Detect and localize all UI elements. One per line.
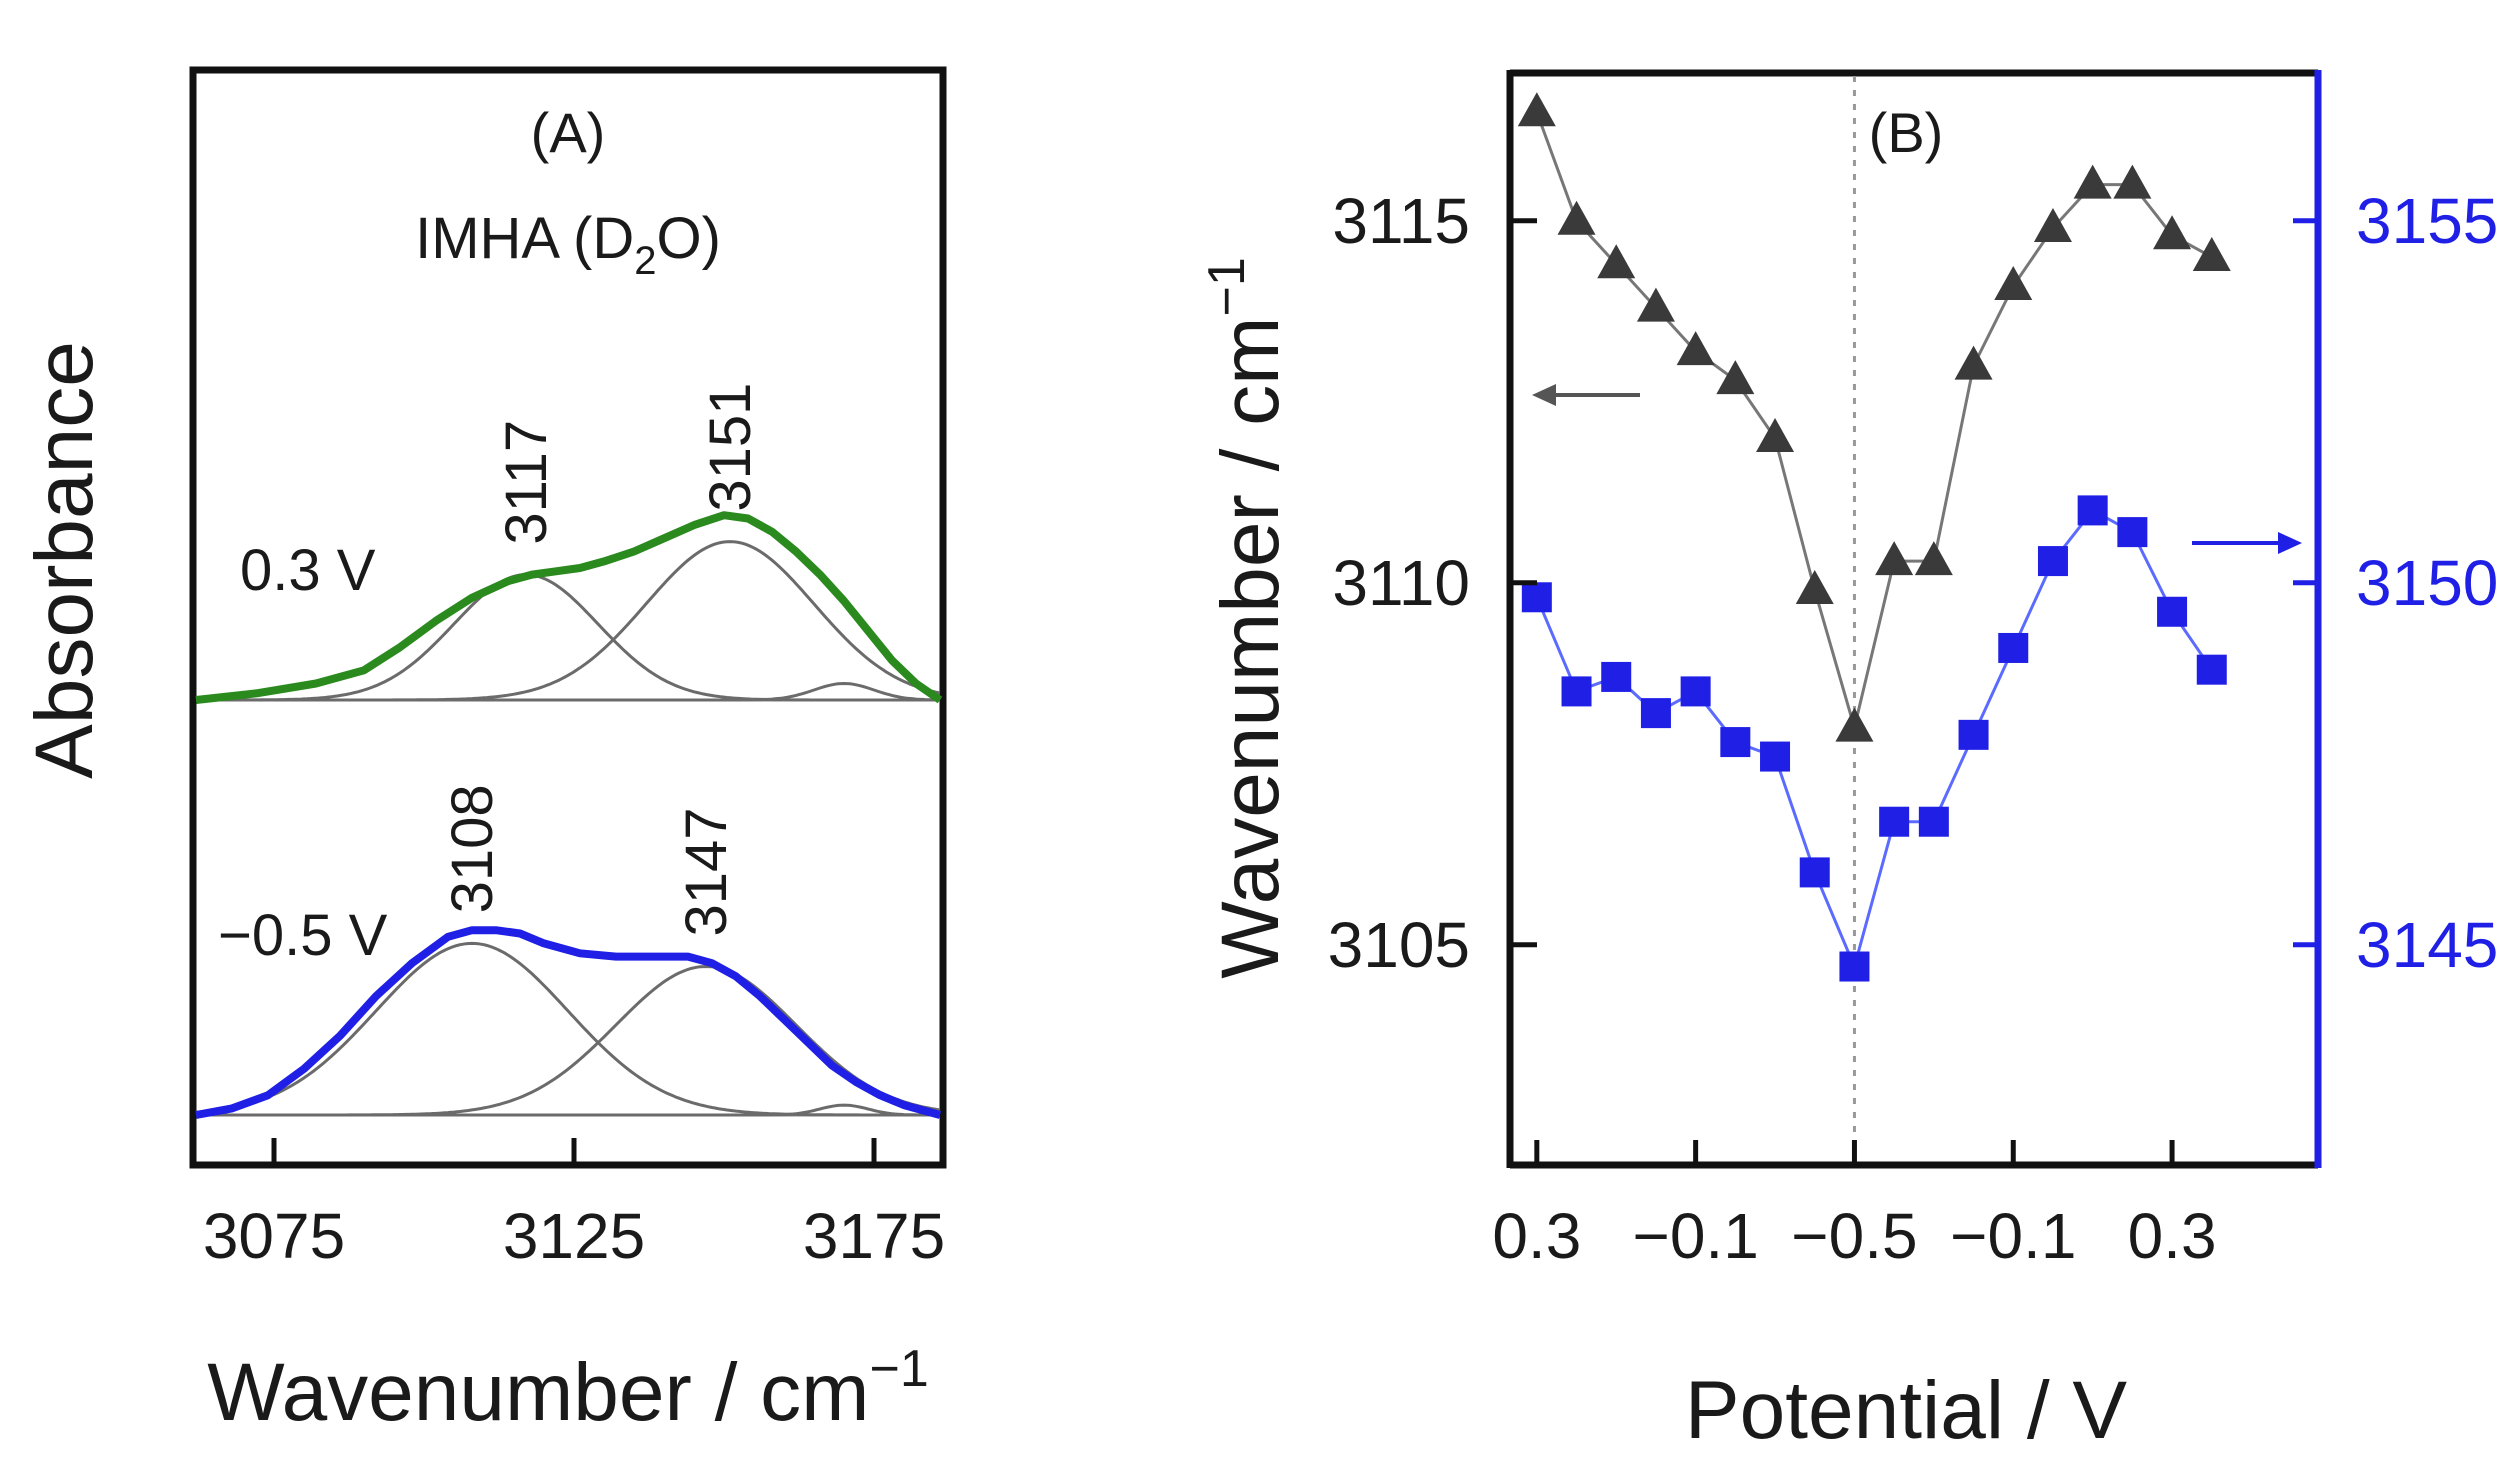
panel-b-series-lines [1535, 111, 2214, 972]
square-marker [1601, 661, 1632, 692]
panel-b-left-y-tick-label: 3115 [1332, 185, 1470, 257]
panel-b-right-y-tick-label: 3155 [2356, 185, 2498, 257]
panel-b-markers [1517, 92, 2231, 982]
panel-b: 0.3 −0.1 −0.5 −0.1 0.3 3105 3110 3115 3145 3150… [1198, 69, 2498, 1456]
panel-b-x-tick-label: 0.3 [2128, 1200, 2217, 1272]
panel-b-x-tick-label: −0.5 [1791, 1200, 1917, 1272]
triangle-marker [2113, 164, 2152, 199]
panel-a-tag: (A) [531, 101, 606, 164]
panel-b-y-axis-label-main: Wavenumber / cm [1205, 317, 1296, 979]
panel-a-x-axis-label-main: Wavenumber / cm [207, 1347, 869, 1438]
panel-a-title-main: IMHA (D [415, 206, 634, 271]
triangle-marker [1517, 92, 1556, 127]
right-axis-arrow [2192, 532, 2302, 554]
triangle-marker [1795, 570, 1834, 605]
square-marker [1640, 698, 1671, 729]
triangle-marker [1835, 707, 1874, 742]
square-marker [2157, 596, 2188, 627]
panel-b-left-y-ticks: 3105 3110 3115 [1328, 185, 1537, 981]
panel-a-x-tick-label: 3075 [203, 1200, 345, 1272]
panel-b-x-tick-label: −0.1 [1950, 1200, 2076, 1272]
square-marker [1998, 632, 2029, 663]
square-marker [2037, 546, 2068, 577]
component-peak-3147 [196, 964, 941, 1117]
panel-a-x-ticks: 3075 3125 3175 [203, 1138, 945, 1272]
triangle-marker [1676, 331, 1715, 366]
panel-a-x-tick-label: 3125 [503, 1200, 645, 1272]
triangle-marker [2192, 237, 2231, 271]
panel-a: 3075 3125 3175 3117 3151 3108 3147 (A) IMHA (… [19, 66, 947, 1438]
series-line-square [1535, 508, 2214, 972]
potential-label-0-3v: 0.3 V [240, 538, 376, 603]
panel-a-y-axis-label: Absorbance [19, 341, 110, 779]
square-marker [1680, 676, 1711, 707]
triangle-marker [1994, 265, 2033, 300]
panel-a-title: IMHA (D2O) [415, 206, 721, 283]
triangle-marker [1557, 200, 1596, 235]
panel-a-x-axis-label-superscript: −1 [869, 1340, 928, 1398]
square-marker [1918, 806, 1949, 837]
square-marker [1879, 806, 1910, 837]
potential-label-minus-0-5v: −0.5 V [218, 903, 388, 968]
peak-label-3151: 3151 [698, 383, 763, 512]
panel-b-right-y-ticks: 3145 3150 3155 [2293, 185, 2498, 981]
panel-b-x-tick-label: 0.3 [1492, 1200, 1581, 1272]
triangle-marker [1597, 244, 1636, 279]
panel-a-title-subscript: 2 [634, 239, 656, 283]
panel-b-right-y-tick-label: 3150 [2356, 547, 2498, 619]
panel-a-frame [189, 66, 947, 1169]
square-marker [1958, 719, 1989, 750]
component-peak-3170 [196, 1103, 940, 1117]
panel-b-x-tick-label: −0.1 [1632, 1200, 1758, 1272]
peak-label-3117: 3117 [494, 420, 559, 545]
square-marker [1760, 741, 1791, 772]
peak-label-3147: 3147 [674, 807, 739, 936]
triangle-marker [2153, 215, 2192, 250]
panel-b-x-ticks: 0.3 −0.1 −0.5 −0.1 0.3 [1492, 1140, 2217, 1272]
panel-b-left-y-tick-label: 3110 [1332, 547, 1470, 619]
triangle-marker [1875, 541, 1914, 576]
square-marker [1561, 676, 1592, 707]
panel-b-left-y-tick-label: 3105 [1328, 909, 1470, 981]
component-peak-3117 [196, 573, 940, 702]
square-marker [1839, 951, 1870, 982]
panel-b-x-axis-label: Potential / V [1685, 1365, 2127, 1456]
panel-b-right-y-tick-label: 3145 [2356, 909, 2498, 981]
square-marker [2117, 517, 2148, 548]
triangle-marker [1716, 360, 1755, 395]
triangle-marker [1954, 345, 1993, 380]
square-marker [1720, 727, 1751, 758]
panel-a-peak-labels: 3117 3151 3108 3147 [440, 383, 763, 937]
panel-a-x-axis-label: Wavenumber / cm−1 [207, 1340, 929, 1438]
square-marker [1799, 857, 1830, 888]
panel-a-curves [195, 511, 943, 1119]
panel-a-title-tail: O) [656, 206, 720, 271]
triangle-marker [2033, 208, 2072, 243]
spectrum-total-0 [195, 511, 943, 704]
component-peak-3170 [196, 681, 940, 702]
triangle-marker [2073, 164, 2112, 199]
peak-label-3108: 3108 [440, 784, 505, 913]
panel-b-tag: (B) [1869, 101, 1944, 164]
spectrum-total-1 [195, 926, 942, 1119]
triangle-marker [1756, 418, 1795, 452]
panel-b-y-axis-label-superscript: −1 [1198, 257, 1256, 316]
series-line-triangle [1535, 111, 2213, 734]
left-axis-arrow [1532, 384, 1640, 406]
triangle-marker [1636, 287, 1675, 322]
component-peak-3108 [195, 941, 940, 1117]
square-marker [2077, 495, 2108, 526]
triangle-marker [1914, 541, 1953, 576]
square-marker [2196, 654, 2227, 685]
panel-a-x-tick-label: 3175 [803, 1200, 945, 1272]
panel-b-y-axis-label: Wavenumber / cm−1 [1198, 257, 1296, 979]
square-marker [1521, 582, 1552, 613]
